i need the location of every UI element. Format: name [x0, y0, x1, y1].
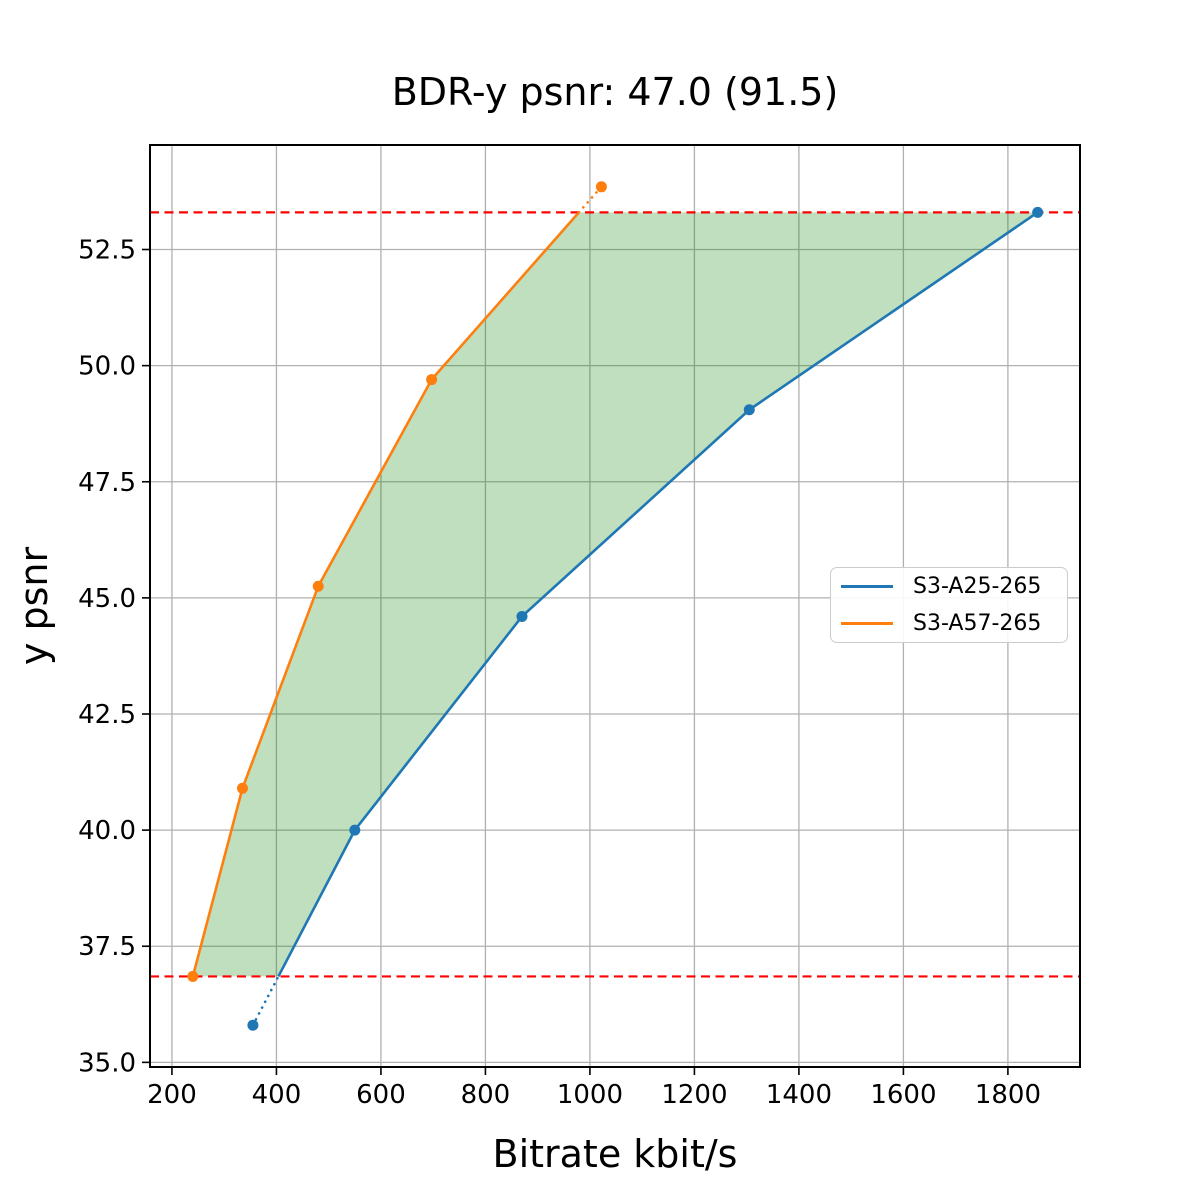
- data-point-marker: [247, 1019, 259, 1031]
- x-tick-label: 1200: [661, 1080, 727, 1110]
- y-tick-label: 45.0: [78, 584, 136, 614]
- legend: S3-A25-265 S3-A57-265: [830, 567, 1068, 643]
- data-point-marker: [426, 374, 438, 386]
- y-tick-label: 40.0: [78, 816, 136, 846]
- y-tick-label: 47.5: [78, 468, 136, 498]
- data-point-marker: [349, 824, 361, 836]
- y-tick-label: 35.0: [78, 1048, 136, 1078]
- x-tick-label: 400: [252, 1080, 302, 1110]
- x-tick-label: 800: [461, 1080, 511, 1110]
- x-tick-label: 1400: [766, 1080, 832, 1110]
- overlap-band-fill: [192, 212, 1038, 977]
- series-line-dotted: [577, 185, 603, 214]
- x-tick-label: 1000: [557, 1080, 623, 1110]
- data-point-marker: [312, 580, 324, 592]
- data-point-marker: [743, 404, 755, 416]
- x-tick-label: 1600: [870, 1080, 936, 1110]
- legend-label: S3-A25-265: [913, 574, 1042, 599]
- y-tick-label: 50.0: [78, 352, 136, 382]
- y-tick-label: 42.5: [78, 700, 136, 730]
- x-tick-label: 200: [147, 1080, 197, 1110]
- x-axis-label: Bitrate kbit/s: [492, 1132, 738, 1176]
- x-tick-label: 600: [356, 1080, 406, 1110]
- plot-border: [149, 144, 1081, 1068]
- legend-entry: S3-A57-265: [841, 605, 1057, 642]
- series-line-dotted: [251, 975, 280, 1027]
- chart-title: BDR-y psnr: 47.0 (91.5): [391, 70, 839, 114]
- y-tick-label: 37.5: [78, 932, 136, 962]
- data-point-marker: [236, 782, 248, 794]
- legend-line-sample: [841, 622, 893, 625]
- y-axis-label: y psnr: [12, 546, 56, 666]
- y-tick-label: 52.5: [78, 236, 136, 266]
- data-point-marker: [187, 970, 199, 982]
- data-point-marker: [595, 181, 607, 193]
- x-tick-label: 1800: [975, 1080, 1041, 1110]
- data-point-marker: [1032, 206, 1044, 218]
- legend-label: S3-A57-265: [913, 611, 1042, 636]
- legend-entry: S3-A25-265: [841, 568, 1057, 605]
- legend-line-sample: [841, 585, 893, 588]
- data-point-marker: [516, 610, 528, 622]
